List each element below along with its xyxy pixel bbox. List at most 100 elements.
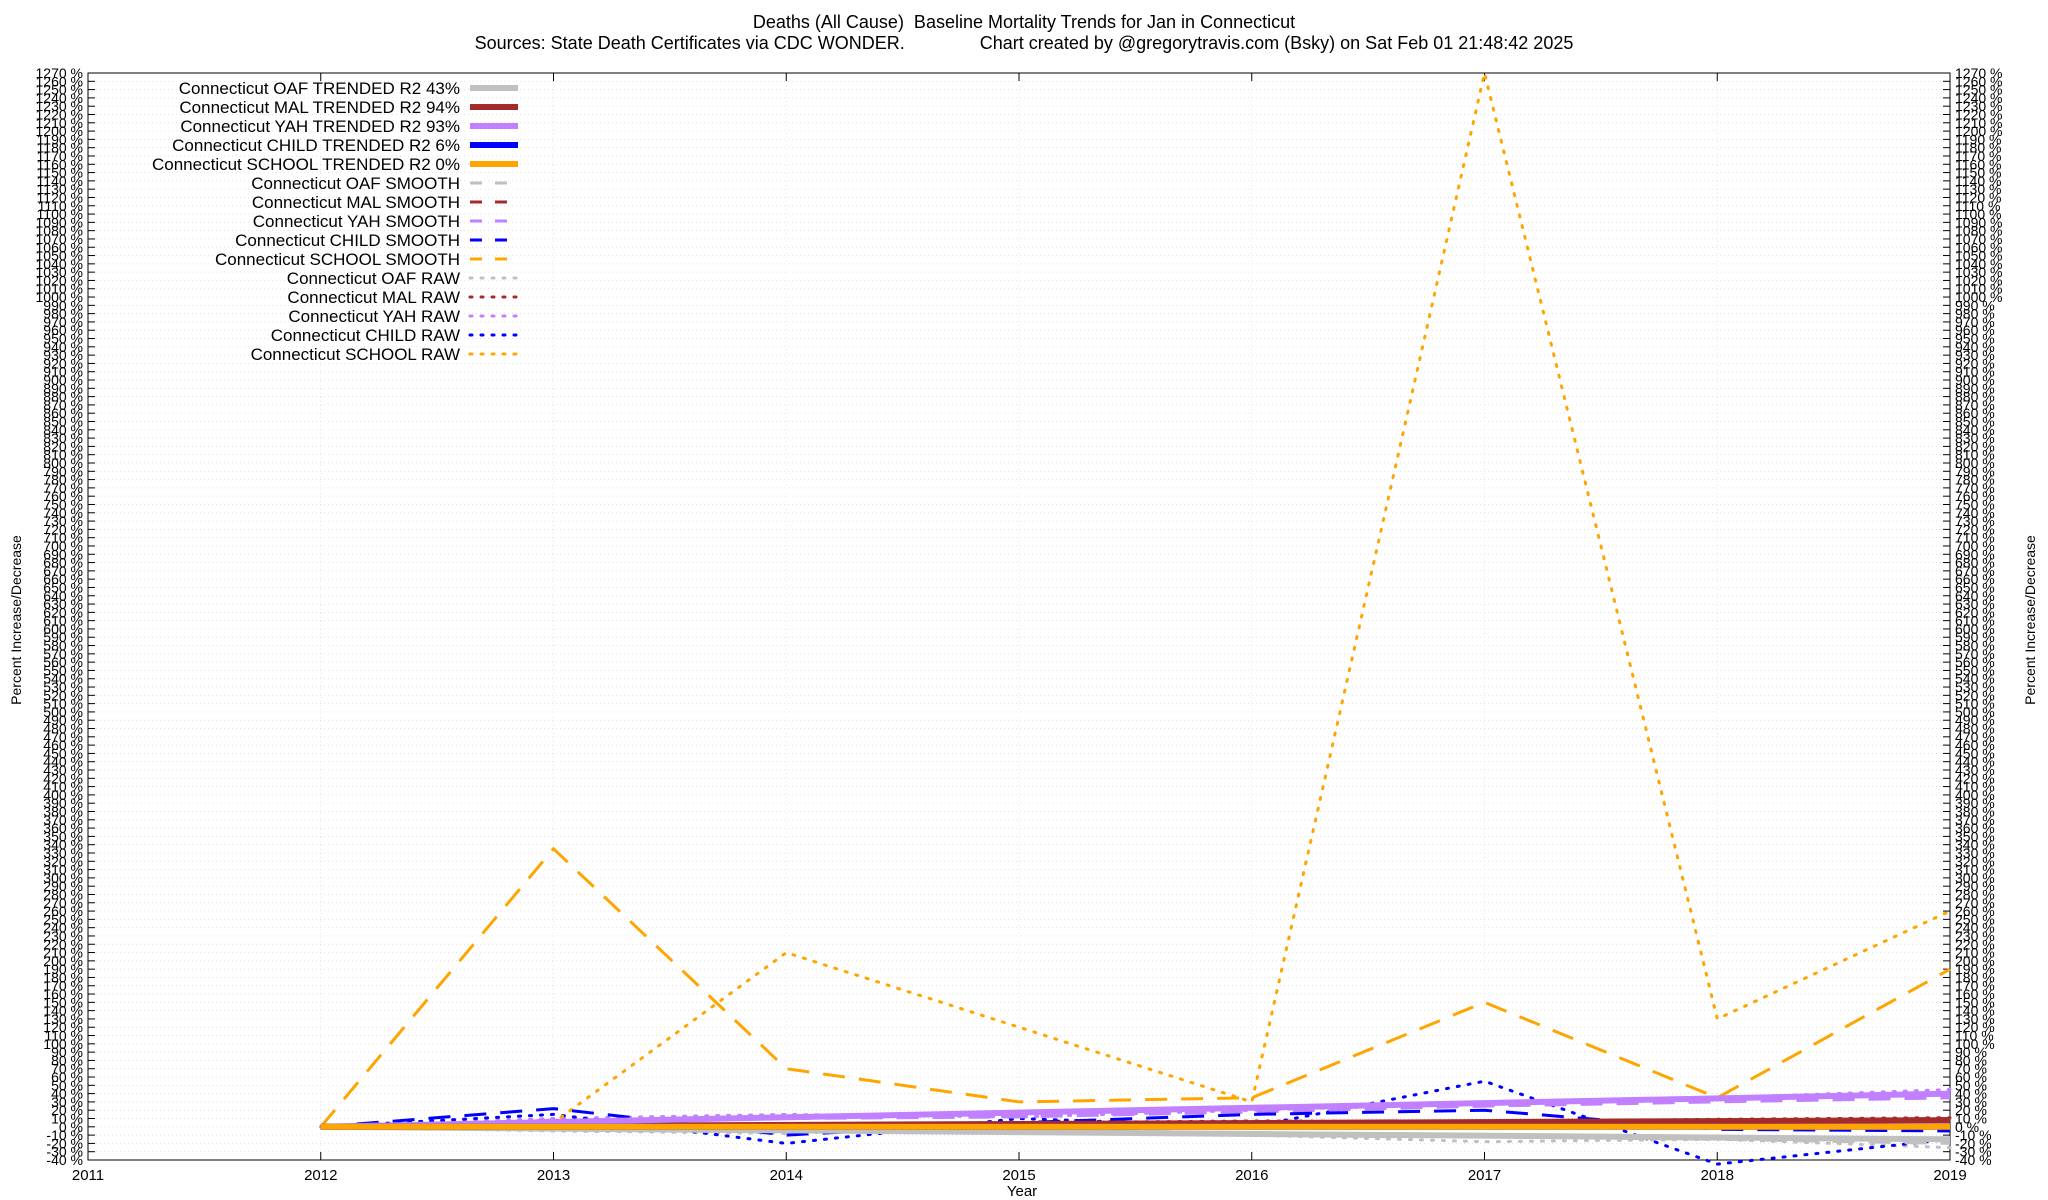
y-tick-label-left: 500 % xyxy=(43,704,83,720)
series-line xyxy=(319,72,1952,1129)
y-tick-label-left: 670 % xyxy=(43,563,83,579)
y-tick-label-right: 30 % xyxy=(1955,1094,1987,1110)
y-tick-label-right: 470 % xyxy=(1955,729,1995,745)
legend-label: Connecticut YAH SMOOTH xyxy=(253,212,460,231)
y-tick-label-left: 330 % xyxy=(43,845,83,861)
y-tick-label-left: 800 % xyxy=(43,455,83,471)
y-tick-label-left: 680 % xyxy=(43,555,83,571)
y-tick-label-right: 220 % xyxy=(1955,936,1995,952)
x-tick-label: 2016 xyxy=(1235,1167,1268,1184)
y-tick-label-left: 930 % xyxy=(43,347,83,363)
y-tick-label-left: 380 % xyxy=(43,803,83,819)
y-tick-label-left: 1210 % xyxy=(36,115,83,131)
plot-frame xyxy=(87,72,1951,1161)
y-tick-label-left: 940 % xyxy=(43,339,83,355)
y-tick-label-left: 50 % xyxy=(51,1077,83,1093)
y-tick-label-right: 570 % xyxy=(1955,646,1995,662)
y-tick-label-left: 630 % xyxy=(43,596,83,612)
y-tick-label-left: 480 % xyxy=(43,721,83,737)
legend-label: Connecticut CHILD RAW xyxy=(271,326,460,345)
y-tick-label-right: 160 % xyxy=(1955,986,1995,1002)
y-tick-label-right: 380 % xyxy=(1955,803,1995,819)
y-tick-label-left: 80 % xyxy=(51,1052,83,1068)
y-tick-label-left: 490 % xyxy=(43,712,83,728)
y-tick-label-left: 60 % xyxy=(51,1069,83,1085)
y-tick-label-right: 1220 % xyxy=(1955,106,2002,122)
y-tick-label-right: 1070 % xyxy=(1955,231,2002,247)
y-tick-label-right: 1130 % xyxy=(1955,181,2001,197)
y-tick-label-left: 360 % xyxy=(43,820,83,836)
y-tick-label-right: 1210 % xyxy=(1955,115,2002,131)
legend-label: Connecticut YAH RAW xyxy=(288,307,460,326)
y-tick-label-right: 490 % xyxy=(1955,712,1995,728)
tick-labels: -40 % -40 %-30 % -30 %-20 % -20 %-10 % -10 %… xyxy=(36,65,2003,1184)
y-tick-label-right: 760 % xyxy=(1955,488,1995,504)
y-tick-label-left: 850 % xyxy=(43,414,83,430)
y-tick-label-right: 270 % xyxy=(1955,895,1995,911)
y-tick-label-right: 300 % xyxy=(1955,870,1995,886)
y-tick-label-right: 990 % xyxy=(1955,297,1995,313)
y-tick-label-right: 90 % xyxy=(1955,1044,1987,1060)
y-tick-label-left: 820 % xyxy=(43,438,83,454)
y-tick-label-left: 190 % xyxy=(43,961,83,977)
y-tick-label-left: 460 % xyxy=(43,737,83,753)
y-tick-label-left: 210 % xyxy=(43,945,83,961)
legend-label: Connecticut CHILD TRENDED R2 6% xyxy=(172,136,460,155)
y-tick-label-left: 180 % xyxy=(43,969,83,985)
y-tick-label-right: 660 % xyxy=(1955,571,1995,587)
y-tick-label-right: 120 % xyxy=(1955,1019,1995,1035)
y-tick-label-left: 1130 % xyxy=(37,181,83,197)
y-tick-label-right: 370 % xyxy=(1955,812,1995,828)
y-tick-label-left: 1040 % xyxy=(36,256,83,272)
y-tick-label-left: 510 % xyxy=(43,696,83,712)
y-tick-label-left: 560 % xyxy=(43,654,83,670)
y-tick-label-left: 870 % xyxy=(43,397,83,413)
y-tick-label-left: 120 % xyxy=(43,1019,83,1035)
y-tick-label-left: 700 % xyxy=(43,538,83,554)
y-tick-label-left: 310 % xyxy=(43,862,83,878)
y-tick-label-right: 810 % xyxy=(1955,447,1995,463)
y-tick-label-left: 1140 % xyxy=(37,173,83,189)
y-tick-label-right: 710 % xyxy=(1955,530,1995,546)
y-tick-label-right: 860 % xyxy=(1955,405,1995,421)
y-tick-label-left: 570 % xyxy=(43,646,83,662)
y-tick-label-right: 60 % xyxy=(1955,1069,1987,1085)
y-tick-label-left: 440 % xyxy=(43,754,83,770)
y-tick-label-right: 410 % xyxy=(1955,779,1995,795)
chart-subtitle: Sources: State Death Certificates via CD… xyxy=(474,33,1574,53)
y-tick-label-right: 1020 % xyxy=(1955,272,2002,288)
y-tick-label-left: 770 % xyxy=(43,480,83,496)
y-tick-label-left: 860 % xyxy=(43,405,83,421)
y-tick-label-left: 600 % xyxy=(43,621,83,637)
y-tick-label-right: 890 % xyxy=(1955,380,1995,396)
y-tick-label-right: 190 % xyxy=(1955,961,1995,977)
y-tick-label-right: 1030 % xyxy=(1955,264,2002,280)
series-line xyxy=(319,1079,1952,1166)
y-tick-label-right: 1120 % xyxy=(1955,189,2001,205)
y-tick-label-left: 950 % xyxy=(43,331,83,347)
y-tick-label-left: 1250 % xyxy=(36,82,83,98)
y-tick-label-left: 580 % xyxy=(43,638,83,654)
y-tick-label-left: 260 % xyxy=(43,903,83,919)
y-tick-label-left: 290 % xyxy=(43,878,83,894)
x-tick-label: 2014 xyxy=(770,1167,803,1184)
y-tick-label-left: 420 % xyxy=(43,770,83,786)
legend-label: Connecticut OAF RAW xyxy=(287,269,460,288)
y-tick-label-left: 660 % xyxy=(43,571,83,587)
y-tick-label-left: 750 % xyxy=(43,496,83,512)
y-tick-label-left: 1090 % xyxy=(36,214,83,230)
y-tick-label-right: 1150 % xyxy=(1955,165,2001,181)
y-tick-label-left: 730 % xyxy=(43,513,83,529)
y-tick-label-right: 1270 % xyxy=(1955,65,2002,81)
legend-label: Connecticut OAF SMOOTH xyxy=(251,174,460,193)
y-tick-label-right: 460 % xyxy=(1955,737,1995,753)
y-tick-label-right: 690 % xyxy=(1955,546,1995,562)
y-tick-label-right: 50 % xyxy=(1955,1077,1987,1093)
y-tick-label-left: 1030 % xyxy=(36,264,83,280)
y-tick-label-left: 1100 % xyxy=(37,206,83,222)
series-line xyxy=(319,1088,1952,1129)
y-tick-label-right: 600 % xyxy=(1955,621,1995,637)
y-tick-label-left: 0 % xyxy=(59,1119,83,1135)
y-tick-label-right: -30 % xyxy=(1955,1144,1992,1160)
y-tick-label-left: 550 % xyxy=(43,662,83,678)
